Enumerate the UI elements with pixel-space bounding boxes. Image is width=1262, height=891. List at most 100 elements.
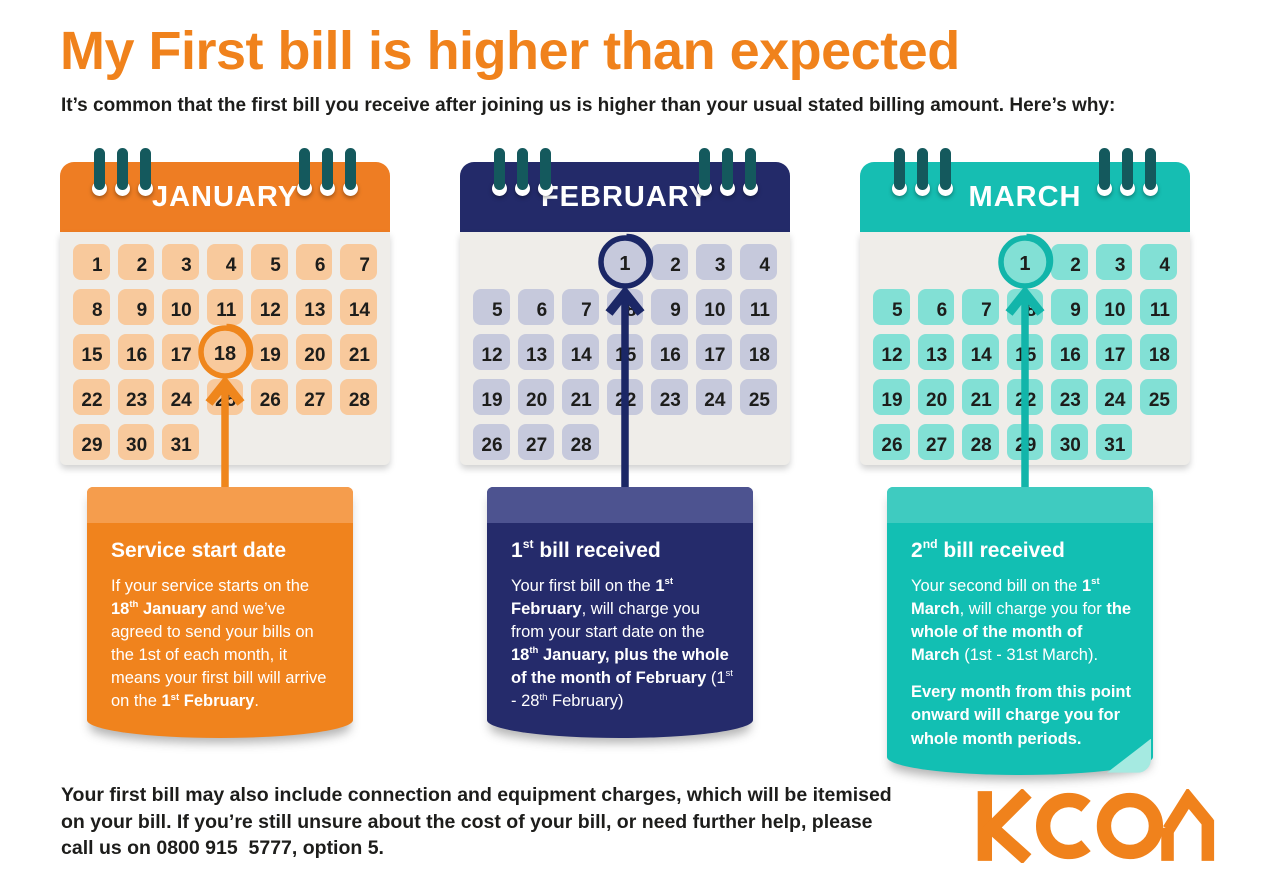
day-cell: 14 — [562, 334, 599, 370]
binder-ring-icon — [743, 148, 758, 196]
empty-day-slot — [562, 244, 599, 280]
binder-ring-icon — [915, 148, 930, 196]
day-cell: 11 — [1140, 289, 1177, 325]
binder-ring-icon — [138, 148, 153, 196]
note-top-strip — [87, 487, 353, 523]
day-cell: 10 — [1095, 289, 1133, 325]
day-cell: 4 — [740, 244, 777, 280]
binder-ring-icon — [1143, 148, 1158, 196]
day-cell: 15 — [606, 334, 644, 370]
day-cell: 7 — [562, 289, 599, 325]
binder-ring-icon — [492, 148, 507, 196]
day-cell: 13 — [517, 334, 555, 370]
day-cell: 8 — [1006, 289, 1044, 325]
day-cell: 24 — [162, 379, 199, 415]
day-cell: 26 — [251, 379, 288, 415]
empty-day-slot — [518, 244, 555, 280]
day-cell: 10 — [162, 289, 199, 325]
day-cell: 9 — [1051, 289, 1088, 325]
note-body: If your service starts on the 18th Janua… — [111, 577, 327, 711]
column-january: JANUARY 1 2 3 4 5 6 7 8 9 10 11 12 13 14 15 16 17 18 19 20 2… — [60, 148, 390, 808]
day-cell: 13 — [917, 334, 955, 370]
day-cell: 6 — [917, 289, 955, 325]
highlighted-day-cell: 1 — [1019, 253, 1031, 275]
day-cell: 13 — [295, 289, 333, 325]
day-cell: 1 — [73, 244, 110, 280]
day-cell: 11 — [206, 289, 244, 325]
day-cell: 14 — [340, 289, 377, 325]
note-top-strip — [887, 487, 1153, 523]
calendar-grid-march: 1 2 3 4 5 6 7 8 9 10 11 12 13 14 15 16 17 18 19 20 21 22 23 24 2… — [860, 232, 1190, 465]
binder-ring-icon — [320, 148, 335, 196]
day-cell: 5 — [473, 289, 510, 325]
binder-ring-icon — [1097, 148, 1112, 196]
day-cell: 23 — [117, 379, 155, 415]
day-cell: 24 — [1095, 379, 1133, 415]
day-cell: 12 — [873, 334, 910, 370]
binder-ring-icon — [1120, 148, 1135, 196]
day-cell: 27 — [517, 424, 555, 460]
day-cell: 7 — [962, 289, 999, 325]
footer-text: Your first bill may also include connect… — [61, 784, 898, 860]
day-cell: 22 — [606, 379, 644, 415]
binder-ring-icon — [515, 148, 530, 196]
day-cell: 2 — [651, 244, 688, 280]
day-cell: 21 — [962, 379, 999, 415]
binder-ring-icon — [720, 148, 735, 196]
day-cell: 22 — [1006, 379, 1044, 415]
empty-day-slot — [918, 244, 955, 280]
day-cell: 20 — [295, 334, 333, 370]
day-cell: 30 — [117, 424, 155, 460]
day-cell: 15 — [1006, 334, 1044, 370]
binder-ring-icon — [297, 148, 312, 196]
day-cell: 5 — [873, 289, 910, 325]
day-cell: 3 — [695, 244, 733, 280]
day-cell: 24 — [695, 379, 733, 415]
day-cell: 8 — [73, 289, 110, 325]
day-cell: 26 — [873, 424, 910, 460]
calendar-header-march: MARCH — [860, 162, 1190, 232]
day-cell: 15 — [73, 334, 110, 370]
day-cell: 17 — [695, 334, 733, 370]
day-cell: 8 — [606, 289, 644, 325]
day-cell: 29 — [73, 424, 110, 460]
day-cell: 20 — [517, 379, 555, 415]
binder-ring-icon — [938, 148, 953, 196]
day-cell: 28 — [562, 424, 599, 460]
day-cell: 2 — [117, 244, 155, 280]
day-cell: 16 — [651, 334, 688, 370]
day-cell: 9 — [117, 289, 155, 325]
binder-ring-icon — [92, 148, 107, 196]
day-cell: 31 — [162, 424, 199, 460]
day-cell: 25 — [206, 379, 244, 415]
binder-ring-icon — [697, 148, 712, 196]
empty-day-slot — [873, 244, 910, 280]
day-cell: 6 — [517, 289, 555, 325]
month-label: FEBRUARY — [540, 180, 710, 213]
calendar-grid-february: 1 2 3 4 5 6 7 8 9 10 11 12 13 14 15 16 17 18 19 20 21 22 23 24 2… — [460, 232, 790, 465]
note-title: Service start date — [111, 539, 287, 562]
day-cell: 31 — [1095, 424, 1133, 460]
day-cell: 16 — [117, 334, 155, 370]
day-cell: 29 — [1006, 424, 1044, 460]
page-subtitle: It’s common that the first bill you rece… — [61, 95, 1116, 116]
day-cell: 27 — [917, 424, 955, 460]
day-cell: 28 — [962, 424, 999, 460]
day-cell: 12 — [251, 289, 288, 325]
day-cell: 3 — [162, 244, 199, 280]
day-cell: 17 — [162, 334, 199, 370]
day-cell: 17 — [1095, 334, 1133, 370]
highlighted-day-cell: 18 — [213, 343, 237, 365]
day-cell: 21 — [340, 334, 377, 370]
day-cell: 28 — [340, 379, 377, 415]
binder-ring-icon — [115, 148, 130, 196]
binder-ring-icon — [538, 148, 553, 196]
note-title: 1st bill received — [511, 537, 661, 562]
day-cell: 14 — [962, 334, 999, 370]
day-cell: 25 — [1140, 379, 1177, 415]
day-cell: 23 — [1051, 379, 1088, 415]
day-cell: 11 — [740, 289, 777, 325]
day-cell: 16 — [1051, 334, 1088, 370]
day-cell: 19 — [251, 334, 288, 370]
